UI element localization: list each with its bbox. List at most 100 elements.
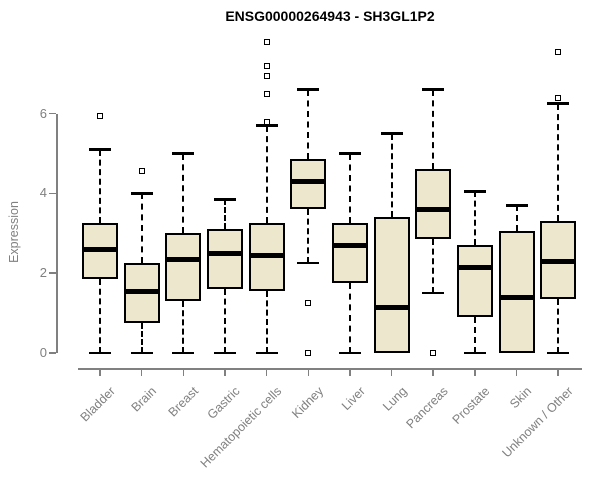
y-tick-label: 0 (39, 345, 47, 360)
upper-whisker-breast (182, 153, 185, 234)
outlier-hematopoietic-cells (263, 118, 270, 125)
lower-whisker-cap-bladder (89, 351, 111, 355)
upper-whisker-bladder (99, 149, 101, 224)
outlier-unknown-other (555, 94, 562, 101)
x-tick-label: Liver (338, 384, 368, 414)
x-tick-label: Bladder (77, 384, 118, 425)
outlier-hematopoietic-cells (263, 38, 270, 45)
median-gastric (208, 250, 241, 256)
lower-whisker-cap-kidney (297, 261, 320, 265)
outlier-brain (138, 168, 145, 175)
x-axis-tick (557, 368, 559, 376)
outlier-hematopoietic-cells (263, 62, 270, 69)
lower-whisker-cap-breast (172, 351, 195, 355)
x-axis-tick (265, 368, 268, 376)
median-lung (375, 304, 408, 310)
x-axis-tick (140, 368, 143, 376)
median-bladder (84, 246, 116, 252)
lower-whisker-unknown-other (557, 299, 560, 353)
outlier-bladder (97, 112, 103, 119)
lower-whisker-cap-gastric (213, 351, 236, 355)
lower-whisker-breast (182, 301, 185, 353)
upper-whisker-cap-breast (172, 152, 195, 155)
upper-whisker-cap-skin (505, 204, 528, 207)
median-liver (333, 242, 366, 248)
upper-whisker-gastric (223, 199, 226, 230)
outlier-kidney (305, 350, 312, 356)
y-axis-line (56, 113, 58, 353)
box-skin (498, 231, 535, 353)
y-axis-tick (49, 112, 56, 115)
upper-whisker-cap-bladder (89, 148, 111, 151)
upper-whisker-cap-liver (338, 152, 361, 155)
x-axis-tick (474, 368, 476, 376)
lower-whisker-cap-hematopoietic-cells (255, 351, 278, 355)
upper-whisker-cap-unknown-other (547, 102, 570, 105)
median-skin (500, 294, 533, 300)
median-kidney (292, 178, 325, 184)
y-axis-tick (49, 192, 56, 195)
x-tick-label: Pancreas (403, 384, 452, 432)
box-pancreas (415, 169, 452, 240)
lower-whisker-cap-brain (130, 351, 153, 355)
lower-whisker-cap-prostate (463, 351, 486, 355)
lower-whisker-kidney (307, 209, 310, 264)
median-prostate (458, 264, 491, 270)
outlier-hematopoietic-cells (263, 72, 270, 79)
x-tick-label: Gastric (204, 384, 243, 422)
upper-whisker-hematopoietic-cells (265, 125, 268, 224)
upper-whisker-pancreas (432, 89, 435, 170)
upper-whisker-cap-gastric (213, 198, 236, 201)
median-hematopoietic-cells (250, 252, 283, 258)
x-tick-label: Breast (165, 384, 202, 420)
outlier-kidney (305, 300, 312, 307)
upper-whisker-cap-prostate (463, 190, 486, 193)
x-axis-tick (224, 368, 226, 376)
y-axis-title: Expression (7, 201, 21, 263)
box-lung (373, 217, 410, 353)
lower-whisker-prostate (473, 317, 476, 353)
outlier-pancreas (430, 350, 437, 356)
median-breast (167, 256, 200, 262)
box-kidney (290, 159, 327, 210)
y-axis-tick (49, 352, 56, 354)
lower-whisker-cap-liver (338, 351, 361, 355)
y-tick-label: 2 (39, 265, 47, 281)
lower-whisker-brain (140, 323, 143, 353)
box-breast (165, 233, 202, 302)
x-tick-label: Brain (129, 384, 160, 415)
x-axis-tick (182, 368, 185, 376)
median-brain (125, 288, 158, 294)
upper-whisker-prostate (473, 191, 476, 246)
upper-whisker-liver (348, 153, 351, 224)
upper-whisker-skin (515, 205, 518, 232)
median-pancreas (417, 206, 450, 212)
upper-whisker-cap-brain (130, 192, 153, 195)
x-tick-label: Kidney (289, 384, 327, 421)
outlier-hematopoietic-cells (263, 90, 270, 97)
median-unknown-other (542, 258, 575, 264)
upper-whisker-cap-hematopoietic-cells (255, 124, 278, 127)
x-axis-tick (307, 368, 309, 376)
upper-whisker-brain (140, 193, 143, 264)
x-tick-label: Prostate (449, 384, 493, 427)
upper-whisker-kidney (307, 89, 310, 160)
x-axis-tick (432, 368, 434, 376)
lower-whisker-hematopoietic-cells (265, 291, 268, 353)
y-axis-tick (49, 272, 56, 274)
x-tick-label: Skin (507, 384, 535, 412)
box-gastric (206, 229, 243, 290)
x-tick-label: Lung (379, 384, 410, 414)
x-axis-tick (390, 368, 393, 376)
outlier-unknown-other (555, 48, 562, 55)
upper-whisker-lung (390, 133, 393, 218)
upper-whisker-cap-lung (380, 132, 403, 135)
lower-whisker-cap-pancreas (422, 291, 445, 295)
x-axis-tick (349, 368, 351, 376)
box-prostate (456, 245, 493, 318)
y-tick-label: 6 (39, 105, 47, 121)
lower-whisker-cap-unknown-other (547, 351, 570, 355)
lower-whisker-bladder (99, 279, 101, 353)
x-axis-tick (515, 368, 518, 376)
